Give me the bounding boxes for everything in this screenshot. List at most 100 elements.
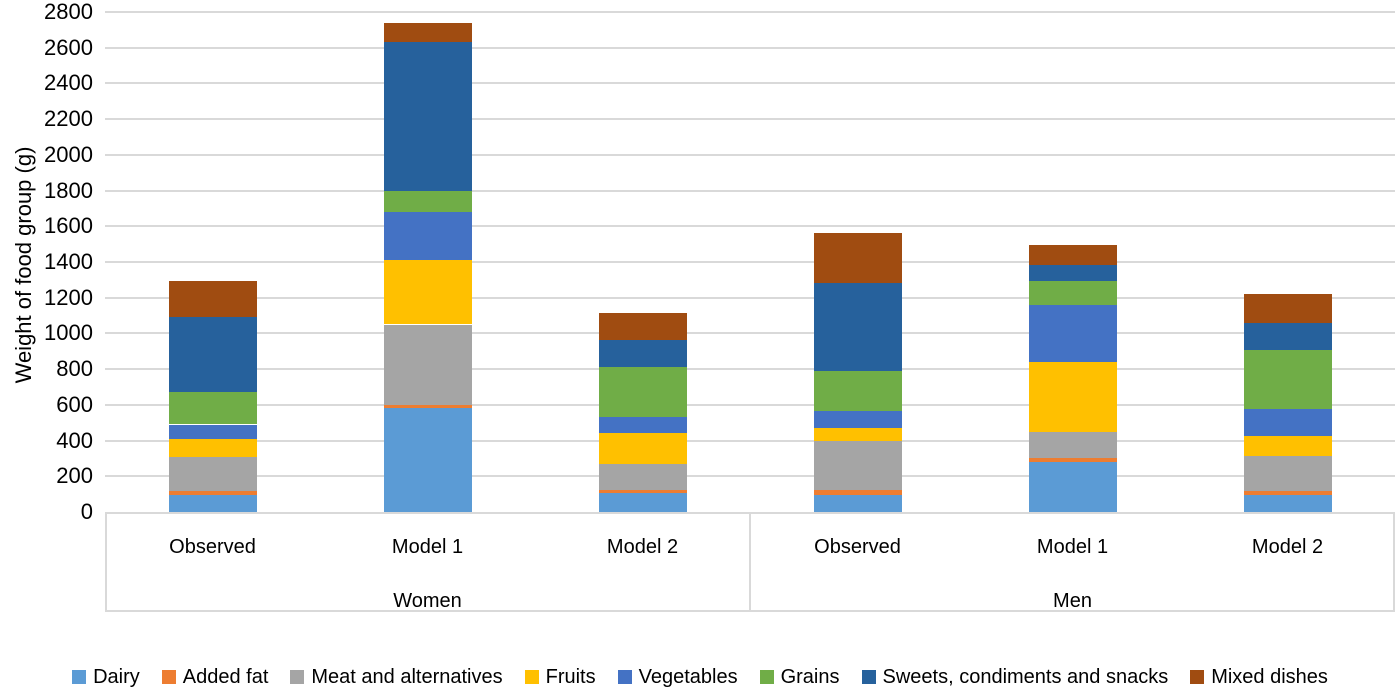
legend-label: Added fat [182,665,269,688]
bar-segment [1243,490,1332,496]
y-tick-label: 2000 [44,141,93,167]
gridline [105,475,1395,478]
bar-segment [813,283,902,371]
bar-segment [383,404,472,409]
gridline [105,332,1395,335]
y-tick-label: 2400 [44,70,93,96]
y-tick-label: 1200 [44,284,93,310]
legend-swatch-icon [290,670,305,684]
bar-segment [598,489,687,494]
bar-segment [1243,455,1332,491]
group-label: Women [393,590,462,612]
legend-item: Sweets, condiments and snacks [861,665,1169,689]
legend-swatch-icon [759,670,774,684]
legend-item: Meat and alternatives [290,665,503,689]
bar-segment [1243,294,1332,323]
bar-segment [383,260,472,325]
y-tick-label: 600 [56,391,93,417]
legend-label: Vegetables [638,665,738,688]
legend-swatch-icon [72,670,87,684]
legend-label: Grains [780,665,840,688]
bar-segment [1028,245,1117,265]
legend-swatch-icon [617,670,632,684]
bar-segment [813,428,902,442]
y-tick-label: 400 [56,427,93,453]
bar-segment [1028,431,1117,459]
bar-segment [1028,458,1117,462]
gridline [105,403,1395,406]
y-tick-label: 1400 [44,249,93,274]
category-label: Model 1 [1036,536,1109,558]
legend-item: Added fat [161,665,269,689]
bar-segment [383,22,472,43]
bar-segment [168,280,257,318]
gridline [105,11,1395,13]
gridline [105,261,1395,263]
legend-label: Dairy [93,665,140,688]
bar-segment [168,392,257,425]
gridline [105,82,1395,85]
bar-segment [1028,280,1117,305]
bar-segment [813,495,902,512]
legend-item: Vegetables [617,665,738,689]
y-tick-label: 0 [80,499,93,524]
legend-label: Mixed dishes [1211,665,1328,688]
y-tick-label: 2600 [44,34,93,60]
bar-segment [1028,462,1117,512]
bar-segment [168,456,257,492]
bar-segment [598,463,687,490]
gridline [105,225,1395,228]
bar-segment [598,417,687,433]
bar-segment [1243,436,1332,456]
legend-label: Fruits [545,665,596,688]
category-label: Observed [169,536,256,558]
bar-segment [598,339,687,368]
legend-item: Grains [759,665,840,689]
legend-label: Meat and alternatives [311,665,503,688]
gridline [105,153,1395,156]
bar-segment [598,493,687,512]
bar-segment [1243,350,1332,410]
bar-segment [598,432,687,464]
bar-segment [383,324,472,405]
gridline [105,296,1395,299]
bar-segment [1028,264,1117,281]
legend-item: Dairy [72,666,140,689]
gridline [105,439,1395,442]
bar-segment [1243,495,1332,512]
y-tick-label: 2800 [44,0,93,24]
bar-segment [168,495,257,512]
gridline [105,368,1395,371]
y-tick-label: 1600 [44,213,93,239]
bar-segment [383,408,472,512]
bar-segment [598,312,687,340]
bar-segment [1243,409,1332,437]
legend-item: Mixed dishes [1190,666,1328,689]
gridline [105,46,1395,49]
bar-segment [168,438,257,457]
y-tick-label: 1000 [44,320,93,346]
bar-segment [383,191,472,212]
bar-segment [383,212,472,261]
legend: Dairy Added fat Meat and alternatives Fruit… [0,660,1400,694]
bar-segment [168,491,257,496]
group-divider [749,512,751,612]
bar-segment [168,317,257,393]
category-label: Observed [814,536,901,558]
gridline [105,189,1395,192]
bar-segment [383,42,472,192]
category-label: Model 2 [606,536,679,558]
bar-segment [813,233,902,284]
y-tick-label: 200 [56,463,93,489]
legend-label: Sweets, condiments and snacks [882,665,1169,688]
legend-swatch-icon [524,670,539,684]
legend-swatch-icon [161,670,176,684]
bar-segment [1028,304,1117,362]
category-label: Model 2 [1251,536,1324,558]
bar-segment [1243,322,1332,351]
y-tick-label: 2200 [44,106,93,132]
bar-segment [598,367,687,418]
bar-segment [813,441,902,490]
bar-segment [813,370,902,412]
